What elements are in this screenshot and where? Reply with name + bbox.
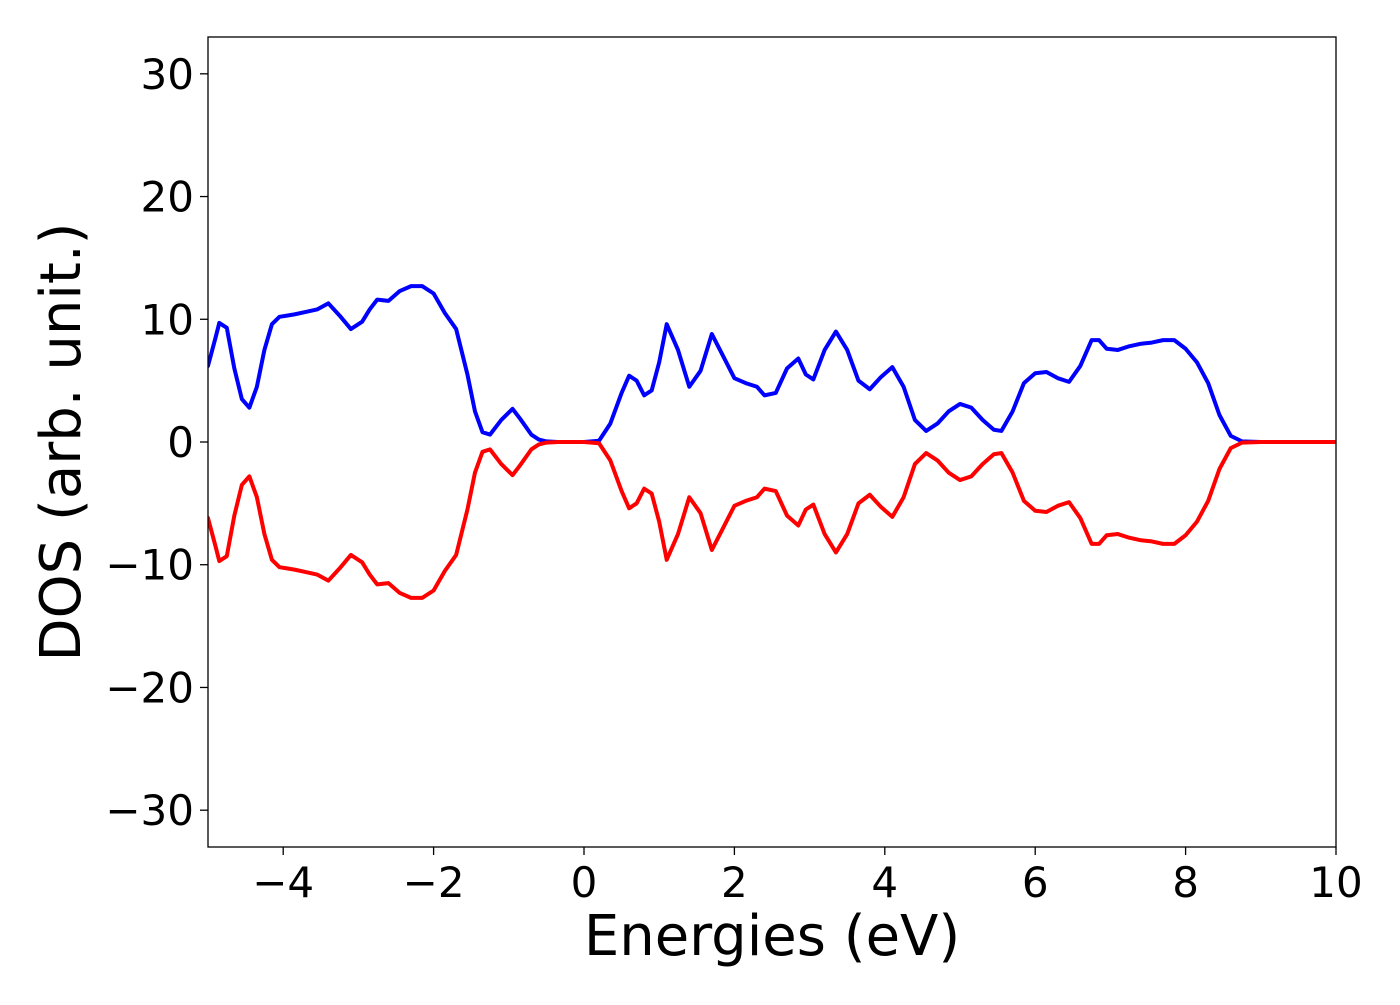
plot-frame (207, 36, 1337, 848)
x-tick-label: −2 (403, 858, 465, 907)
x-tick-label: 10 (1309, 858, 1362, 907)
y-tick-label: 0 (167, 418, 194, 467)
x-axis-label: Energies (eV) (584, 904, 960, 969)
x-tick-label: 4 (871, 858, 898, 907)
plot-area (207, 36, 1337, 848)
series-line-spin-up (208, 284, 1336, 444)
series-line-spin-down (208, 440, 1336, 600)
y-tick-label: −10 (105, 541, 194, 590)
x-tick-label: −4 (252, 858, 314, 907)
x-tick-label: 2 (721, 858, 748, 907)
x-axis-ticks: −4 −2 0 2 4 6 8 10 (252, 847, 1363, 907)
x-tick-label: 8 (1172, 858, 1199, 907)
y-tick-label: 30 (141, 50, 194, 99)
y-tick-label: −20 (105, 663, 194, 712)
x-tick-label: 0 (571, 858, 598, 907)
y-axis-ticks: −30 −20 −10 0 10 20 30 (105, 50, 208, 835)
x-tick-label: 6 (1022, 858, 1049, 907)
y-tick-label: 10 (141, 295, 194, 344)
y-tick-label: −30 (105, 786, 194, 835)
y-axis-label: DOS (arb. unit.) (29, 222, 94, 661)
y-tick-label: 20 (141, 173, 194, 222)
